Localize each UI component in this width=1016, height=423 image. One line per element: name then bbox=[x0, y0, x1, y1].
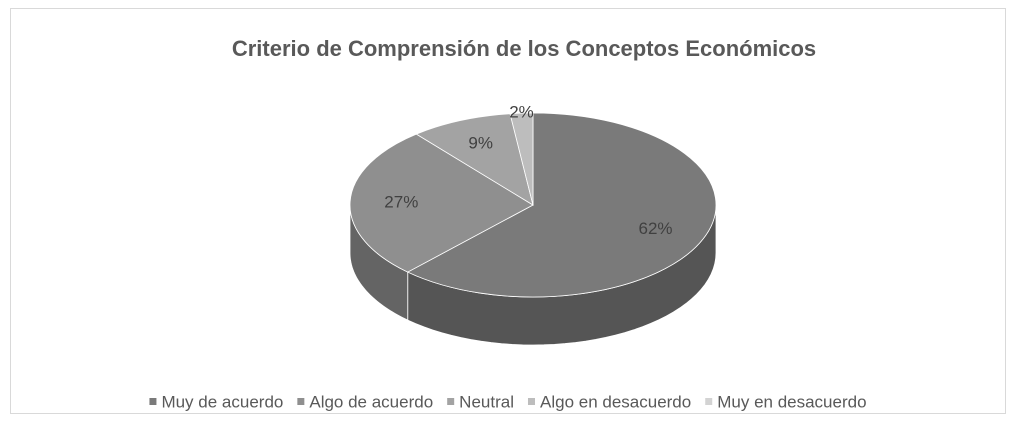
slice bbox=[415, 113, 534, 206]
slice bbox=[509, 112, 534, 206]
legend-label: Neutral bbox=[459, 392, 514, 411]
legend-label: Muy de acuerdo bbox=[161, 392, 283, 411]
chart-title: Criterio de Comprensión de los Conceptos… bbox=[232, 36, 816, 61]
slice bbox=[349, 133, 534, 273]
legend-swatch bbox=[527, 398, 535, 405]
data-label: 27% bbox=[384, 192, 418, 211]
legend-label: Muy en desacuerdo bbox=[717, 392, 866, 411]
data-label: 9% bbox=[468, 134, 493, 153]
data-label: 62% bbox=[638, 219, 672, 238]
legend-swatch bbox=[297, 398, 305, 405]
legend-label: Algo en desacuerdo bbox=[540, 392, 691, 411]
data-label: 2% bbox=[509, 103, 534, 122]
legend: Muy de acuerdo Algo de acuerdo Neutral Algo… bbox=[149, 392, 867, 411]
legend-label: Algo de acuerdo bbox=[309, 392, 433, 411]
legend-swatch bbox=[705, 398, 713, 405]
legend-swatch bbox=[447, 398, 455, 405]
legend-swatch bbox=[149, 398, 157, 405]
slice bbox=[406, 112, 717, 298]
